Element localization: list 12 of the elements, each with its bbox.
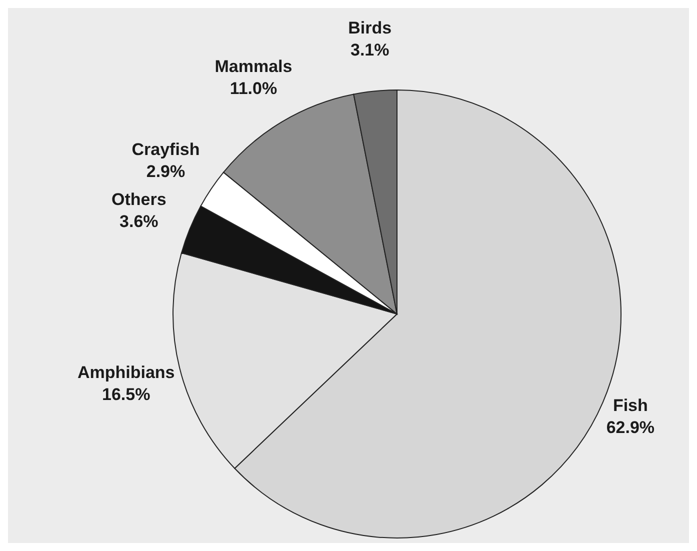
slice-label: Fish [612,396,648,416]
slice-label: Birds [348,18,392,38]
data-label: 16.5% [102,384,150,404]
slice-label: Crayfish [132,140,200,159]
slice-label: Others [112,190,166,210]
slice-label: Amphibians [77,362,175,382]
data-label: 11.0% [230,78,278,98]
data-label: 3.6% [120,212,158,232]
data-label: 3.1% [350,40,390,60]
data-label: 62.9% [606,418,655,438]
data-label: 2.9% [146,162,186,181]
slice-label: Mammals [214,56,292,76]
